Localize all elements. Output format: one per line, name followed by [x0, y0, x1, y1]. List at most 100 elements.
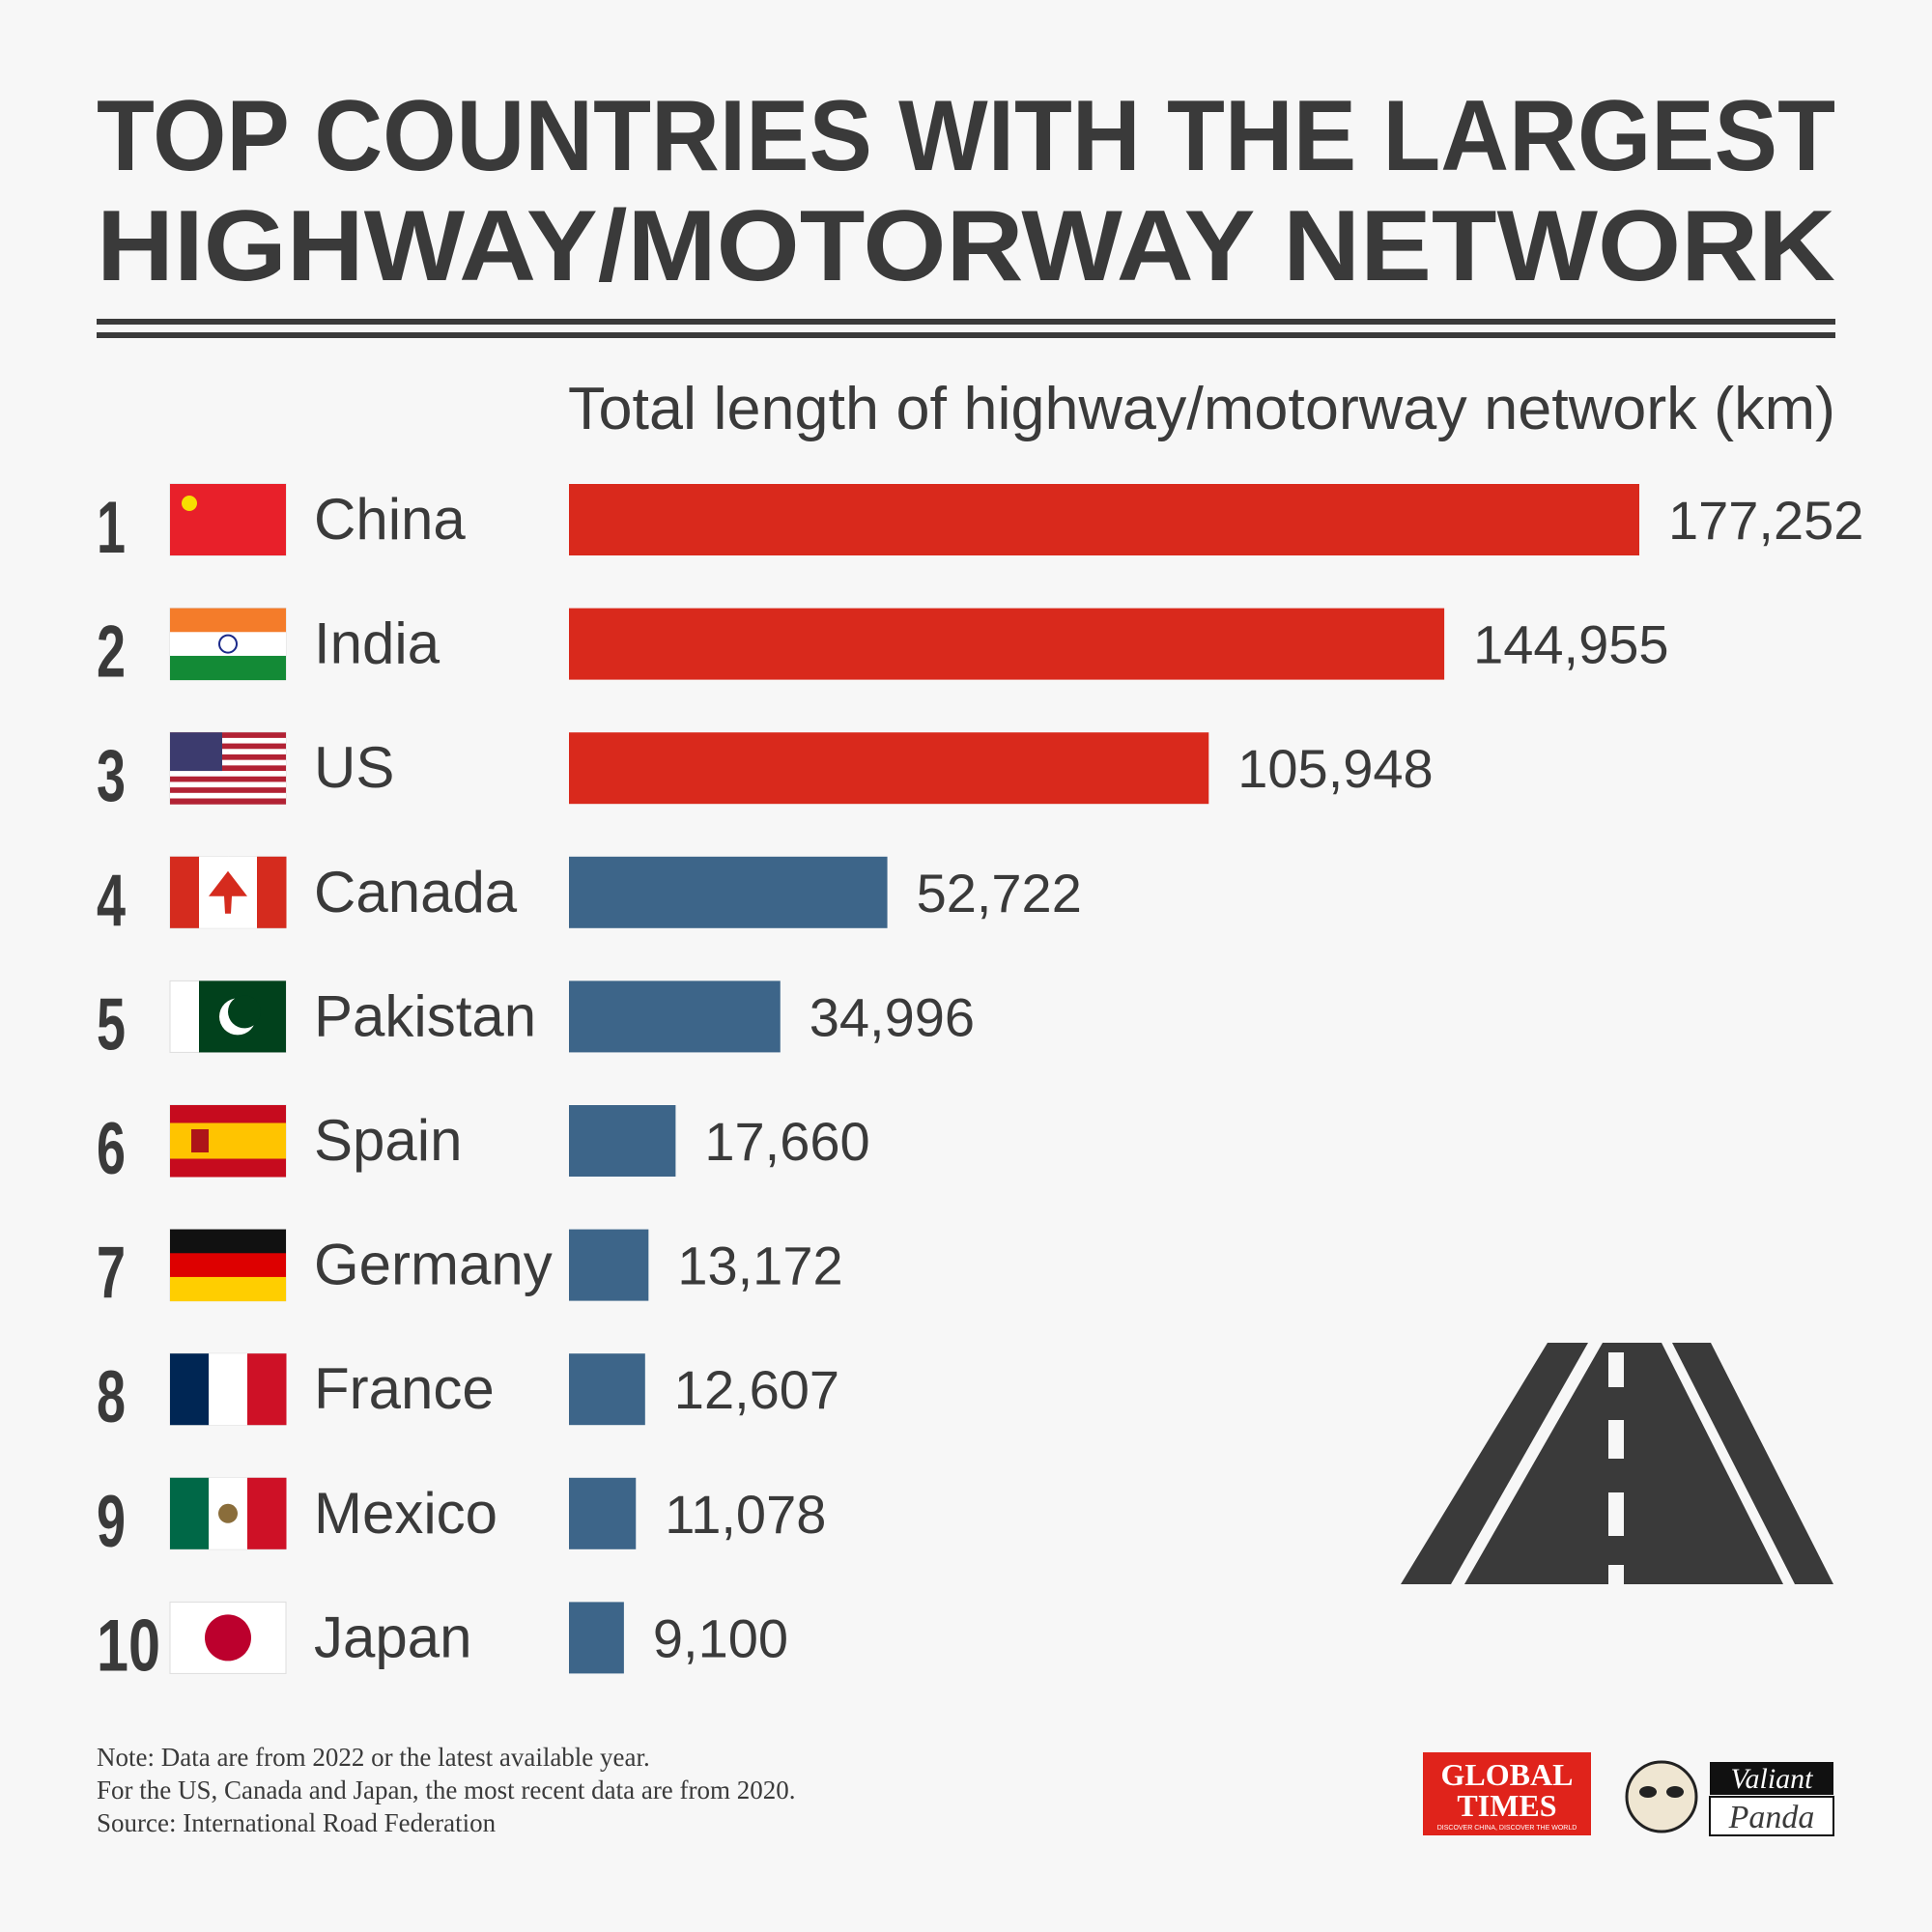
- flag-moon-cut: [228, 995, 261, 1029]
- flag-stripe: [247, 1353, 287, 1426]
- flag-stripe: [170, 771, 286, 778]
- country-label: Japan: [314, 1605, 471, 1669]
- value-label: 11,078: [665, 1484, 826, 1545]
- flag-stripe: [170, 608, 286, 633]
- country-label: China: [314, 487, 466, 552]
- bar: [569, 1602, 624, 1674]
- flag-stripe: [170, 1141, 286, 1159]
- note: Note: Data are from 2022 or the latest a…: [97, 1743, 650, 1772]
- flag-wheel: [218, 634, 238, 654]
- flag-stripe: [170, 798, 286, 805]
- rank: 4: [97, 860, 126, 942]
- value-label: 12,607: [674, 1359, 839, 1420]
- bar: [569, 1477, 637, 1549]
- value-label: 105,948: [1237, 738, 1433, 799]
- rank: 2: [97, 611, 126, 694]
- rank: 3: [97, 735, 126, 817]
- panda-face: [1625, 1760, 1698, 1833]
- rows: 1 China 177,252 2 India 144,955 3 US 105,948 4 Can…: [97, 483, 1863, 1687]
- country-label: Germany: [314, 1233, 553, 1297]
- flag-stripe: [170, 759, 286, 766]
- flag-stripe: [209, 1353, 248, 1426]
- value-label: 144,955: [1473, 614, 1668, 675]
- global-times-logo: GLOBAL TIMES DISCOVER CHINA, DISCOVER TH…: [1423, 1752, 1591, 1835]
- lane-dash: [1608, 1420, 1624, 1459]
- title-line: HIGHWAY/MOTORWAY NETWORK: [97, 190, 1835, 302]
- flag-stripe: [170, 787, 286, 794]
- bar: [569, 1229, 649, 1301]
- subtitle: Total length of highway/motorway network…: [568, 376, 1835, 442]
- flag-stripe: [170, 732, 286, 739]
- bar: [569, 1353, 645, 1426]
- rank: 8: [97, 1356, 126, 1438]
- note: Source: International Road Federation: [97, 1808, 497, 1837]
- rule: [97, 319, 1835, 325]
- rank: 7: [97, 1233, 126, 1315]
- panda-eye: [1639, 1786, 1657, 1798]
- panda-eye: [1666, 1786, 1684, 1798]
- flag-field: [170, 484, 286, 555]
- flag-stripe: [170, 765, 286, 772]
- logo-text: GLOBAL: [1441, 1757, 1574, 1792]
- flag-stripe: [170, 792, 286, 800]
- logo-box: [1423, 1752, 1591, 1835]
- logo-text: Valiant: [1730, 1763, 1813, 1795]
- value-label: 13,172: [677, 1236, 842, 1296]
- value-label: 34,996: [810, 986, 975, 1047]
- value-label: 52,722: [917, 863, 1082, 923]
- valiant-panda-logo: Valiant Panda: [1625, 1760, 1834, 1836]
- flag-stripe: [170, 655, 286, 681]
- bar: [569, 856, 888, 928]
- bar: [569, 980, 781, 1053]
- logo-band: [1709, 1796, 1834, 1836]
- flag-stripe: [247, 1477, 287, 1549]
- country-label: US: [314, 735, 394, 800]
- bar: [569, 1105, 676, 1177]
- road-edge: [1672, 1343, 1833, 1584]
- flag-canton: [170, 732, 222, 772]
- rank: 10: [97, 1605, 160, 1687]
- note: For the US, Canada and Japan, the most r…: [97, 1776, 796, 1804]
- flag-arms: [191, 1129, 209, 1152]
- logo-text: Panda: [1728, 1800, 1815, 1835]
- bar: [569, 484, 1639, 555]
- value-label: 9,100: [653, 1607, 788, 1668]
- country-label: Pakistan: [314, 983, 536, 1048]
- flag-stripe: [170, 1105, 286, 1123]
- flag-stripe: [170, 1276, 286, 1302]
- flag-stripe: [170, 776, 286, 782]
- flag-stripe: [170, 737, 286, 745]
- rank: 6: [97, 1108, 126, 1190]
- title-line: TOP COUNTRIES WITH THE LARGEST: [97, 80, 1835, 192]
- rank: 1: [97, 487, 126, 569]
- lane-dash: [1608, 1352, 1624, 1387]
- flag-stripe: [257, 856, 287, 928]
- logo-tagline: DISCOVER CHINA, DISCOVER THE WORLD: [1437, 1825, 1577, 1832]
- value-label: 177,252: [1668, 490, 1863, 551]
- bar: [569, 732, 1209, 805]
- rule: [97, 332, 1835, 338]
- country-label: France: [314, 1356, 495, 1421]
- flag-stripe: [170, 1253, 286, 1278]
- flag-star: [182, 496, 197, 511]
- logo-band: [1710, 1762, 1833, 1795]
- flag-stripe: [170, 749, 286, 755]
- road-edge: [1401, 1343, 1588, 1584]
- flag-stripe: [170, 1158, 286, 1178]
- country-label: Canada: [314, 860, 518, 924]
- rank: 9: [97, 1481, 126, 1563]
- flag-leaf: [209, 870, 247, 914]
- lane-dash: [1608, 1565, 1624, 1584]
- lane-dash: [1608, 1492, 1624, 1536]
- logo-text: TIMES: [1457, 1788, 1556, 1823]
- flag-sun: [205, 1614, 251, 1662]
- country-label: Mexico: [314, 1481, 497, 1546]
- road-icon: [1401, 1343, 1833, 1584]
- flag-stripe: [170, 1477, 210, 1549]
- rank: 5: [97, 983, 126, 1065]
- road-right: [1603, 1343, 1783, 1584]
- flag-emblem: [218, 1503, 238, 1523]
- flag-stripe: [170, 753, 286, 761]
- flag-stripe: [170, 1353, 210, 1426]
